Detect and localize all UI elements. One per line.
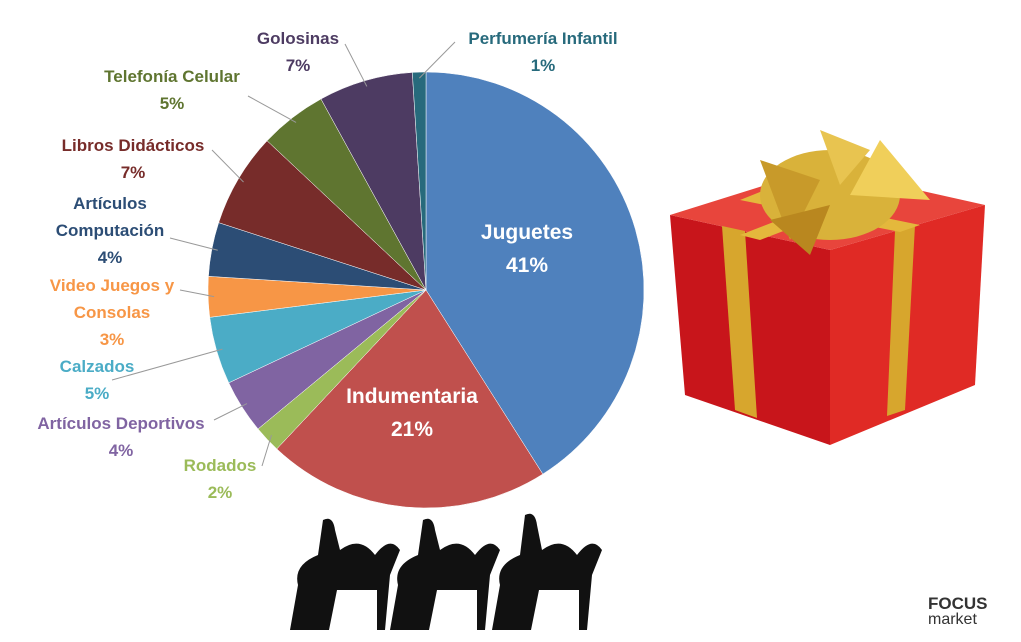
slice-label: Calzados 5% (0, 353, 197, 407)
slice-label: Telefonía Celular 5% (62, 63, 282, 117)
value-label: 2% (207, 483, 233, 502)
gift (670, 130, 985, 445)
category-name: Indumentaria (346, 385, 478, 408)
category-name: Video Juegos y Consolas (49, 276, 175, 322)
logo-sub: market (928, 611, 977, 628)
leader-line (179, 289, 215, 298)
slice-label: Juguetes 41% (427, 216, 627, 282)
slice-label: Golosinas 7% (198, 25, 398, 79)
value-label: 3% (99, 330, 125, 349)
category-name: Telefonía Celular (104, 67, 240, 86)
slice-label: Video Juegos y Consolas 3% (32, 272, 192, 353)
value-label: 1% (530, 56, 556, 75)
pie-slice (425, 71, 645, 475)
category-name: Calzados (59, 357, 135, 376)
leader-line (344, 43, 368, 87)
leader-line (111, 348, 223, 381)
category-name: Perfumería Infantil (468, 29, 618, 48)
leader-line (211, 149, 244, 183)
leader-line (213, 403, 248, 421)
category-name: Artículos Deportivos (37, 414, 205, 433)
value-label: 4% (97, 248, 123, 267)
leader-line (418, 41, 456, 79)
slice-label: Rodados 2% (120, 452, 320, 506)
slice-label: Artículos Deportivos 4% (0, 410, 246, 464)
leader-line (169, 237, 218, 251)
category-name: Libros Didácticos (61, 136, 205, 155)
category-name: Rodados (183, 456, 257, 475)
leader-line (261, 434, 272, 467)
leader-line (247, 95, 297, 123)
slice-label: Indumentaria 21% (312, 380, 512, 446)
value-label: 7% (120, 163, 146, 182)
value-label: 5% (159, 94, 185, 113)
logo-brand: FOCUS (928, 594, 988, 613)
value-label: 4% (108, 441, 134, 460)
slice-label: Libros Didácticos 7% (23, 132, 243, 186)
slice-label: Perfumería Infantil 1% (433, 25, 653, 79)
category-name: Golosinas (256, 29, 340, 48)
slice-label: Artículos Computación 4% (35, 190, 185, 271)
value-label: 41% (505, 254, 549, 277)
value-label: 7% (285, 56, 311, 75)
category-name: Juguetes (480, 221, 574, 244)
pie-slice (276, 289, 544, 509)
value-label: 5% (84, 384, 110, 403)
category-name: Artículos Computación (55, 194, 165, 240)
logo: FOCUS market (928, 594, 988, 628)
value-label: 21% (390, 418, 434, 441)
camels (290, 513, 602, 630)
